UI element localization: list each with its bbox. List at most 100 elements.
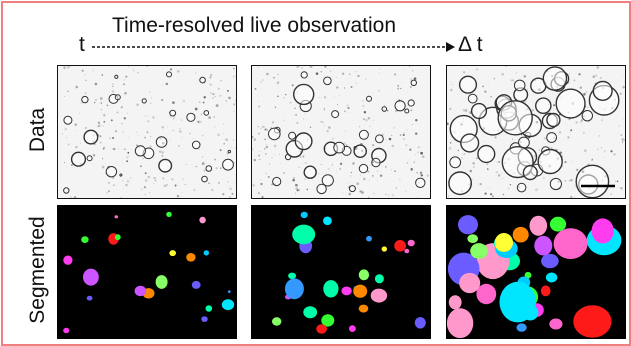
debris-speck (591, 159, 594, 162)
debris-speck (214, 158, 217, 161)
data-panel-t3 (446, 65, 626, 199)
debris-speck (592, 75, 595, 78)
data-panel-t2 (251, 65, 431, 199)
debris-speck (388, 137, 392, 141)
debris-speck (112, 85, 114, 88)
debris-speck (559, 131, 562, 134)
segmented-panel-t1 (57, 205, 237, 339)
debris-speck (471, 179, 473, 181)
debris-speck (122, 188, 124, 189)
debris-speck (376, 179, 378, 181)
debris-speck (364, 78, 367, 80)
segmented-cell (541, 253, 559, 269)
debris-speck (573, 197, 576, 198)
cell-outline (516, 182, 527, 193)
debris-speck (601, 119, 603, 121)
segmented-cell (414, 317, 426, 329)
cell-outline (155, 136, 168, 148)
debris-speck (515, 72, 517, 74)
segmented-cell (114, 234, 121, 241)
debris-speck (509, 183, 512, 186)
debris-speck (430, 81, 431, 82)
debris-speck (369, 126, 371, 128)
debris-speck (142, 157, 145, 160)
debris-speck (232, 67, 235, 70)
debris-speck (297, 66, 300, 68)
debris-speck (208, 80, 210, 82)
debris-speck (329, 70, 332, 72)
debris-speck (225, 138, 228, 142)
debris-speck (265, 145, 269, 149)
segmented-cell (573, 305, 612, 338)
segmented-cell (459, 272, 481, 294)
segmented-cell (407, 239, 415, 247)
debris-speck (419, 171, 423, 175)
debris-speck (128, 136, 130, 138)
debris-speck (260, 179, 262, 181)
debris-speck (304, 113, 306, 115)
cell-outline (201, 175, 208, 183)
debris-speck (324, 66, 327, 68)
debris-speck (336, 171, 337, 173)
debris-speck (620, 187, 623, 190)
debris-speck (614, 180, 616, 182)
cell-outline (407, 99, 415, 107)
debris-speck (169, 68, 173, 71)
debris-speck (600, 146, 603, 149)
debris-speck (136, 144, 138, 147)
segmented-cell (63, 327, 70, 334)
debris-speck (199, 101, 201, 103)
debris-speck (201, 162, 205, 165)
debris-speck (162, 155, 164, 157)
cell-outline (513, 79, 526, 92)
debris-speck (107, 190, 110, 193)
debris-speck (97, 121, 101, 124)
debris-speck (144, 115, 146, 117)
cell-outline (333, 141, 346, 154)
debris-speck (185, 164, 187, 165)
debris-speck (106, 104, 109, 107)
debris-speck (125, 75, 128, 78)
segmented-cell (470, 243, 488, 259)
debris-speck (490, 95, 492, 98)
debris-speck (568, 118, 571, 121)
debris-speck (387, 113, 389, 115)
debris-speck (153, 176, 156, 180)
debris-speck (598, 134, 601, 137)
debris-speck (165, 82, 168, 86)
cell-outline (303, 165, 317, 179)
debris-speck (260, 182, 263, 186)
debris-speck (346, 187, 348, 189)
debris-speck (350, 86, 353, 88)
debris-speck (448, 195, 450, 197)
debris-speck (215, 167, 218, 170)
cell-outline (477, 144, 496, 164)
cell-outline (63, 187, 70, 194)
debris-speck (149, 91, 151, 94)
cell-outline (535, 97, 552, 115)
segmented-cell (272, 317, 282, 326)
debris-speck (106, 191, 109, 194)
debris-speck (344, 87, 346, 89)
debris-speck (163, 184, 167, 188)
debris-speck (567, 136, 570, 139)
debris-speck (180, 169, 182, 171)
debris-speck (262, 125, 265, 129)
debris-speck (463, 165, 465, 167)
debris-speck (550, 147, 553, 149)
debris-speck (501, 173, 503, 174)
segmented-cell (134, 285, 147, 297)
debris-speck (355, 82, 357, 84)
cell-outline (134, 145, 147, 157)
debris-speck (101, 74, 104, 76)
debris-speck (63, 162, 65, 164)
segmented-cell (203, 250, 209, 256)
debris-speck (66, 137, 68, 139)
debris-speck (339, 168, 341, 170)
debris-speck (564, 179, 567, 182)
debris-speck (229, 196, 231, 198)
cell-outline (581, 110, 594, 122)
debris-speck (409, 77, 413, 81)
debris-speck (258, 66, 260, 68)
debris-speck (406, 162, 409, 164)
